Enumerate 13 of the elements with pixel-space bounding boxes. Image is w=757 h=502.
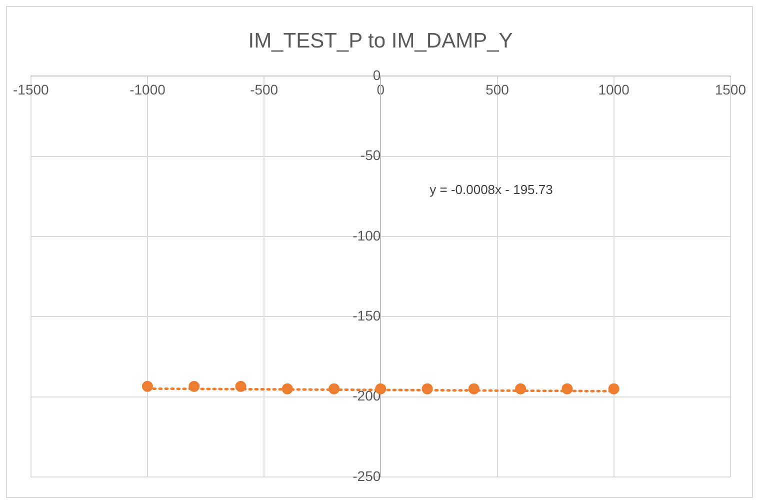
chart-title: IM_TEST_P to IM_DAMP_Y: [248, 29, 513, 52]
x-tick-label: -1000: [130, 81, 166, 98]
x-tick-label: -1500: [12, 81, 50, 98]
y-tick-label: 0: [372, 67, 381, 84]
x-tick-label: 500: [486, 81, 510, 98]
y-tick-label: -50: [360, 147, 381, 164]
y-tick-label: -150: [352, 308, 381, 324]
x-tick-label: -500: [250, 81, 278, 98]
x-tick-label: 1500: [714, 81, 746, 98]
y-tick-label: -100: [352, 227, 381, 244]
annotation: y = -0.0008x - 195.73: [430, 182, 553, 198]
y-tick-label: -250: [352, 468, 381, 484]
x-tick-label: 1000: [598, 81, 630, 98]
